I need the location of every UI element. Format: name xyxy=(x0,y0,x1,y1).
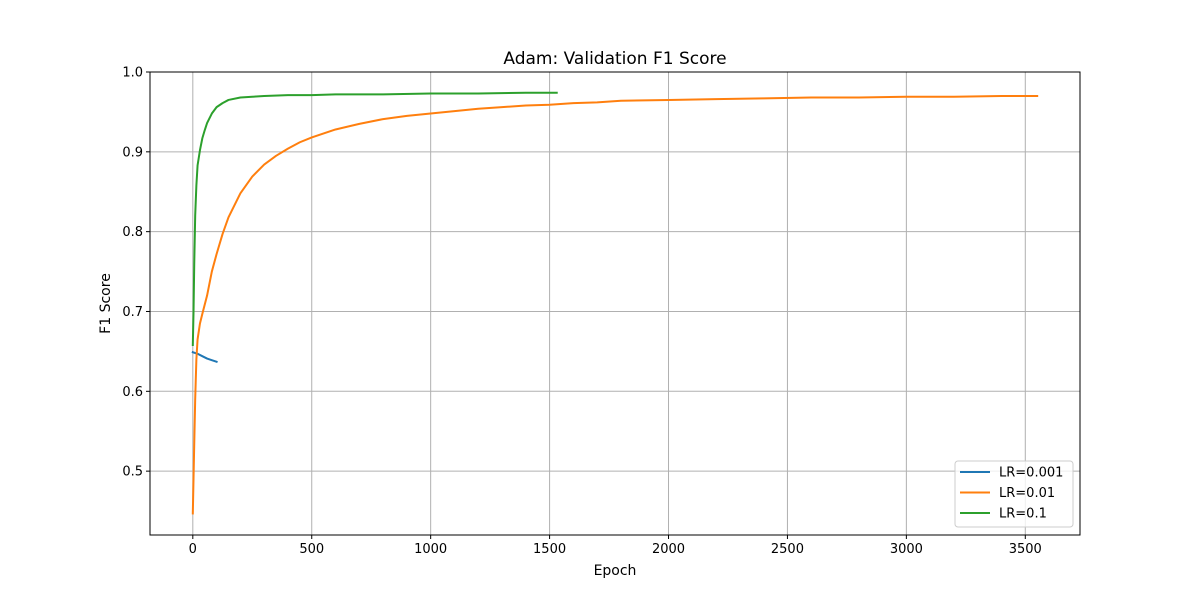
y-tick-label: 0.6 xyxy=(122,385,143,400)
x-tick-label: 0 xyxy=(189,542,197,557)
legend-box xyxy=(954,460,1074,528)
x-tick-label: 1000 xyxy=(414,542,447,557)
x-tick-label: 3500 xyxy=(1009,542,1042,557)
plot-area-frame xyxy=(149,71,1081,536)
series-line-lr-0-1 xyxy=(191,91,558,347)
chart-title: Adam: Validation F1 Score xyxy=(503,49,726,69)
legend: LR=0.001 LR=0.01 LR=0.1 xyxy=(954,460,1074,528)
y-tick-label: 0.5 xyxy=(122,465,143,480)
y-axis-title: F1 Score xyxy=(98,273,114,334)
legend-label: LR=0.001 xyxy=(999,466,1063,481)
axis-ticks: 0 500 1000 1500 2000 2500 3000 3500 0.5 0.6 0.7 0.8… xyxy=(122,66,1042,558)
legend-label: LR=0.1 xyxy=(999,507,1047,522)
x-tick-label: 500 xyxy=(299,542,324,557)
y-tick-label: 0.7 xyxy=(122,305,143,320)
series-lines xyxy=(191,91,1039,515)
x-axis-title: Epoch xyxy=(594,563,637,579)
y-tick-label: 1.0 xyxy=(122,66,143,81)
y-tick-label: 0.8 xyxy=(122,225,143,240)
x-tick-label: 3000 xyxy=(890,542,923,557)
x-tick-label: 1500 xyxy=(533,542,566,557)
legend-label: LR=0.01 xyxy=(999,486,1055,501)
series-line-lr-0-01 xyxy=(191,94,1039,515)
y-tick-label: 0.9 xyxy=(122,145,143,160)
x-tick-label: 2000 xyxy=(652,542,685,557)
x-tick-label: 2500 xyxy=(771,542,804,557)
